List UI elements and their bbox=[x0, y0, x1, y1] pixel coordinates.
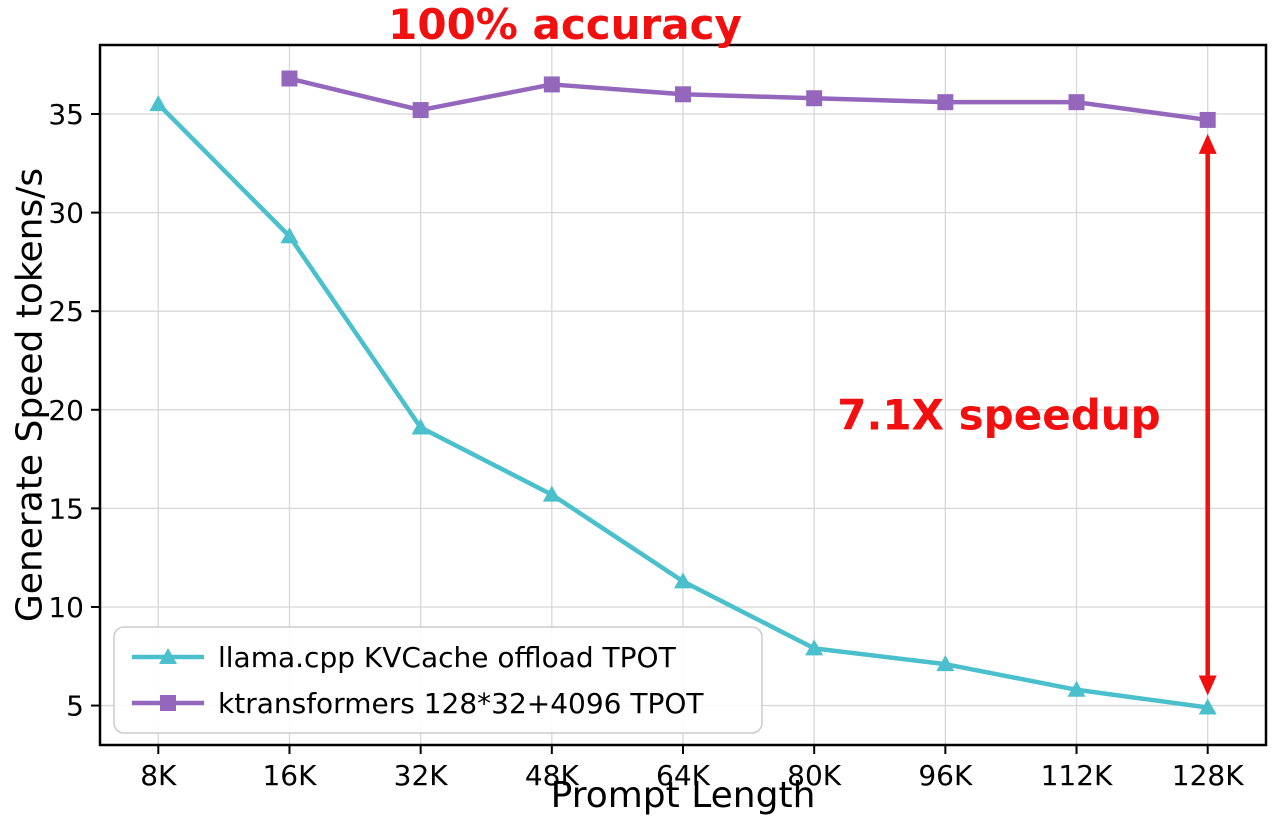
x-tick-label: 48K bbox=[525, 759, 580, 792]
gridlines bbox=[100, 45, 1266, 745]
square-marker bbox=[806, 90, 823, 107]
x-axis-label: Prompt Length bbox=[550, 775, 816, 816]
triangle-marker bbox=[805, 639, 824, 656]
series-line bbox=[287, 76, 1210, 123]
y-tick-label: 20 bbox=[48, 394, 84, 427]
legend-triangle-marker bbox=[159, 648, 177, 664]
triangle-marker bbox=[542, 485, 561, 502]
y-tick-label: 35 bbox=[48, 98, 84, 131]
square-marker bbox=[1199, 111, 1216, 128]
x-tick-label: 32K bbox=[394, 759, 449, 792]
triangle-marker bbox=[149, 95, 168, 112]
legend-box bbox=[113, 626, 763, 734]
triangle-marker bbox=[936, 655, 955, 672]
square-marker bbox=[412, 102, 429, 119]
triangle-marker bbox=[1067, 680, 1086, 697]
y-tick-label: 15 bbox=[48, 492, 84, 525]
series-ktransformers bbox=[281, 70, 1216, 128]
arrow-head-up bbox=[1198, 133, 1217, 154]
y-tick-label: 10 bbox=[48, 591, 84, 624]
series-llama-cpp bbox=[149, 95, 1217, 715]
square-marker bbox=[281, 70, 298, 87]
arrow-head-down bbox=[1198, 675, 1217, 696]
y-tick-label: 30 bbox=[48, 197, 84, 230]
triangle-marker bbox=[411, 418, 430, 435]
square-marker bbox=[543, 76, 560, 93]
x-tick-label: 128K bbox=[1172, 759, 1244, 792]
y-tick-label: 25 bbox=[48, 295, 84, 328]
x-tick-label: 64K bbox=[656, 759, 711, 792]
legend-square-marker bbox=[160, 695, 176, 711]
triangle-marker bbox=[1198, 698, 1217, 715]
x-tick-label: 112K bbox=[1041, 759, 1113, 792]
speedup-annotation: 7.1X speedup bbox=[837, 390, 1161, 440]
axis-ticks bbox=[91, 113, 1209, 754]
legend-label: ktransformers 128*32+4096 TPOT bbox=[218, 687, 704, 720]
x-tick-label: 8K bbox=[140, 759, 177, 792]
axis-tick-labels: 8K 16K 32K 48K 64K 80K 96K 112K 128K 5 10 15 20 25 30 3… bbox=[48, 98, 1244, 792]
triangle-marker bbox=[280, 227, 299, 244]
square-marker bbox=[937, 94, 954, 111]
x-tick-label: 16K bbox=[262, 759, 317, 792]
square-marker bbox=[1068, 94, 1085, 111]
x-tick-label: 96K bbox=[918, 759, 973, 792]
y-tick-label: 5 bbox=[66, 690, 84, 723]
square-marker bbox=[675, 86, 691, 103]
chart-title: 100% accuracy bbox=[388, 0, 742, 49]
triangle-marker bbox=[674, 572, 692, 589]
y-axis-label: Generate Speed tokens/s bbox=[9, 167, 51, 623]
speedup-arrow bbox=[1198, 133, 1217, 696]
x-tick-label: 80K bbox=[787, 759, 842, 792]
legend-label: llama.cpp KVCache offload TPOT bbox=[218, 641, 677, 674]
legend: llama.cpp KVCache offload TPOT ktransform… bbox=[113, 626, 763, 734]
